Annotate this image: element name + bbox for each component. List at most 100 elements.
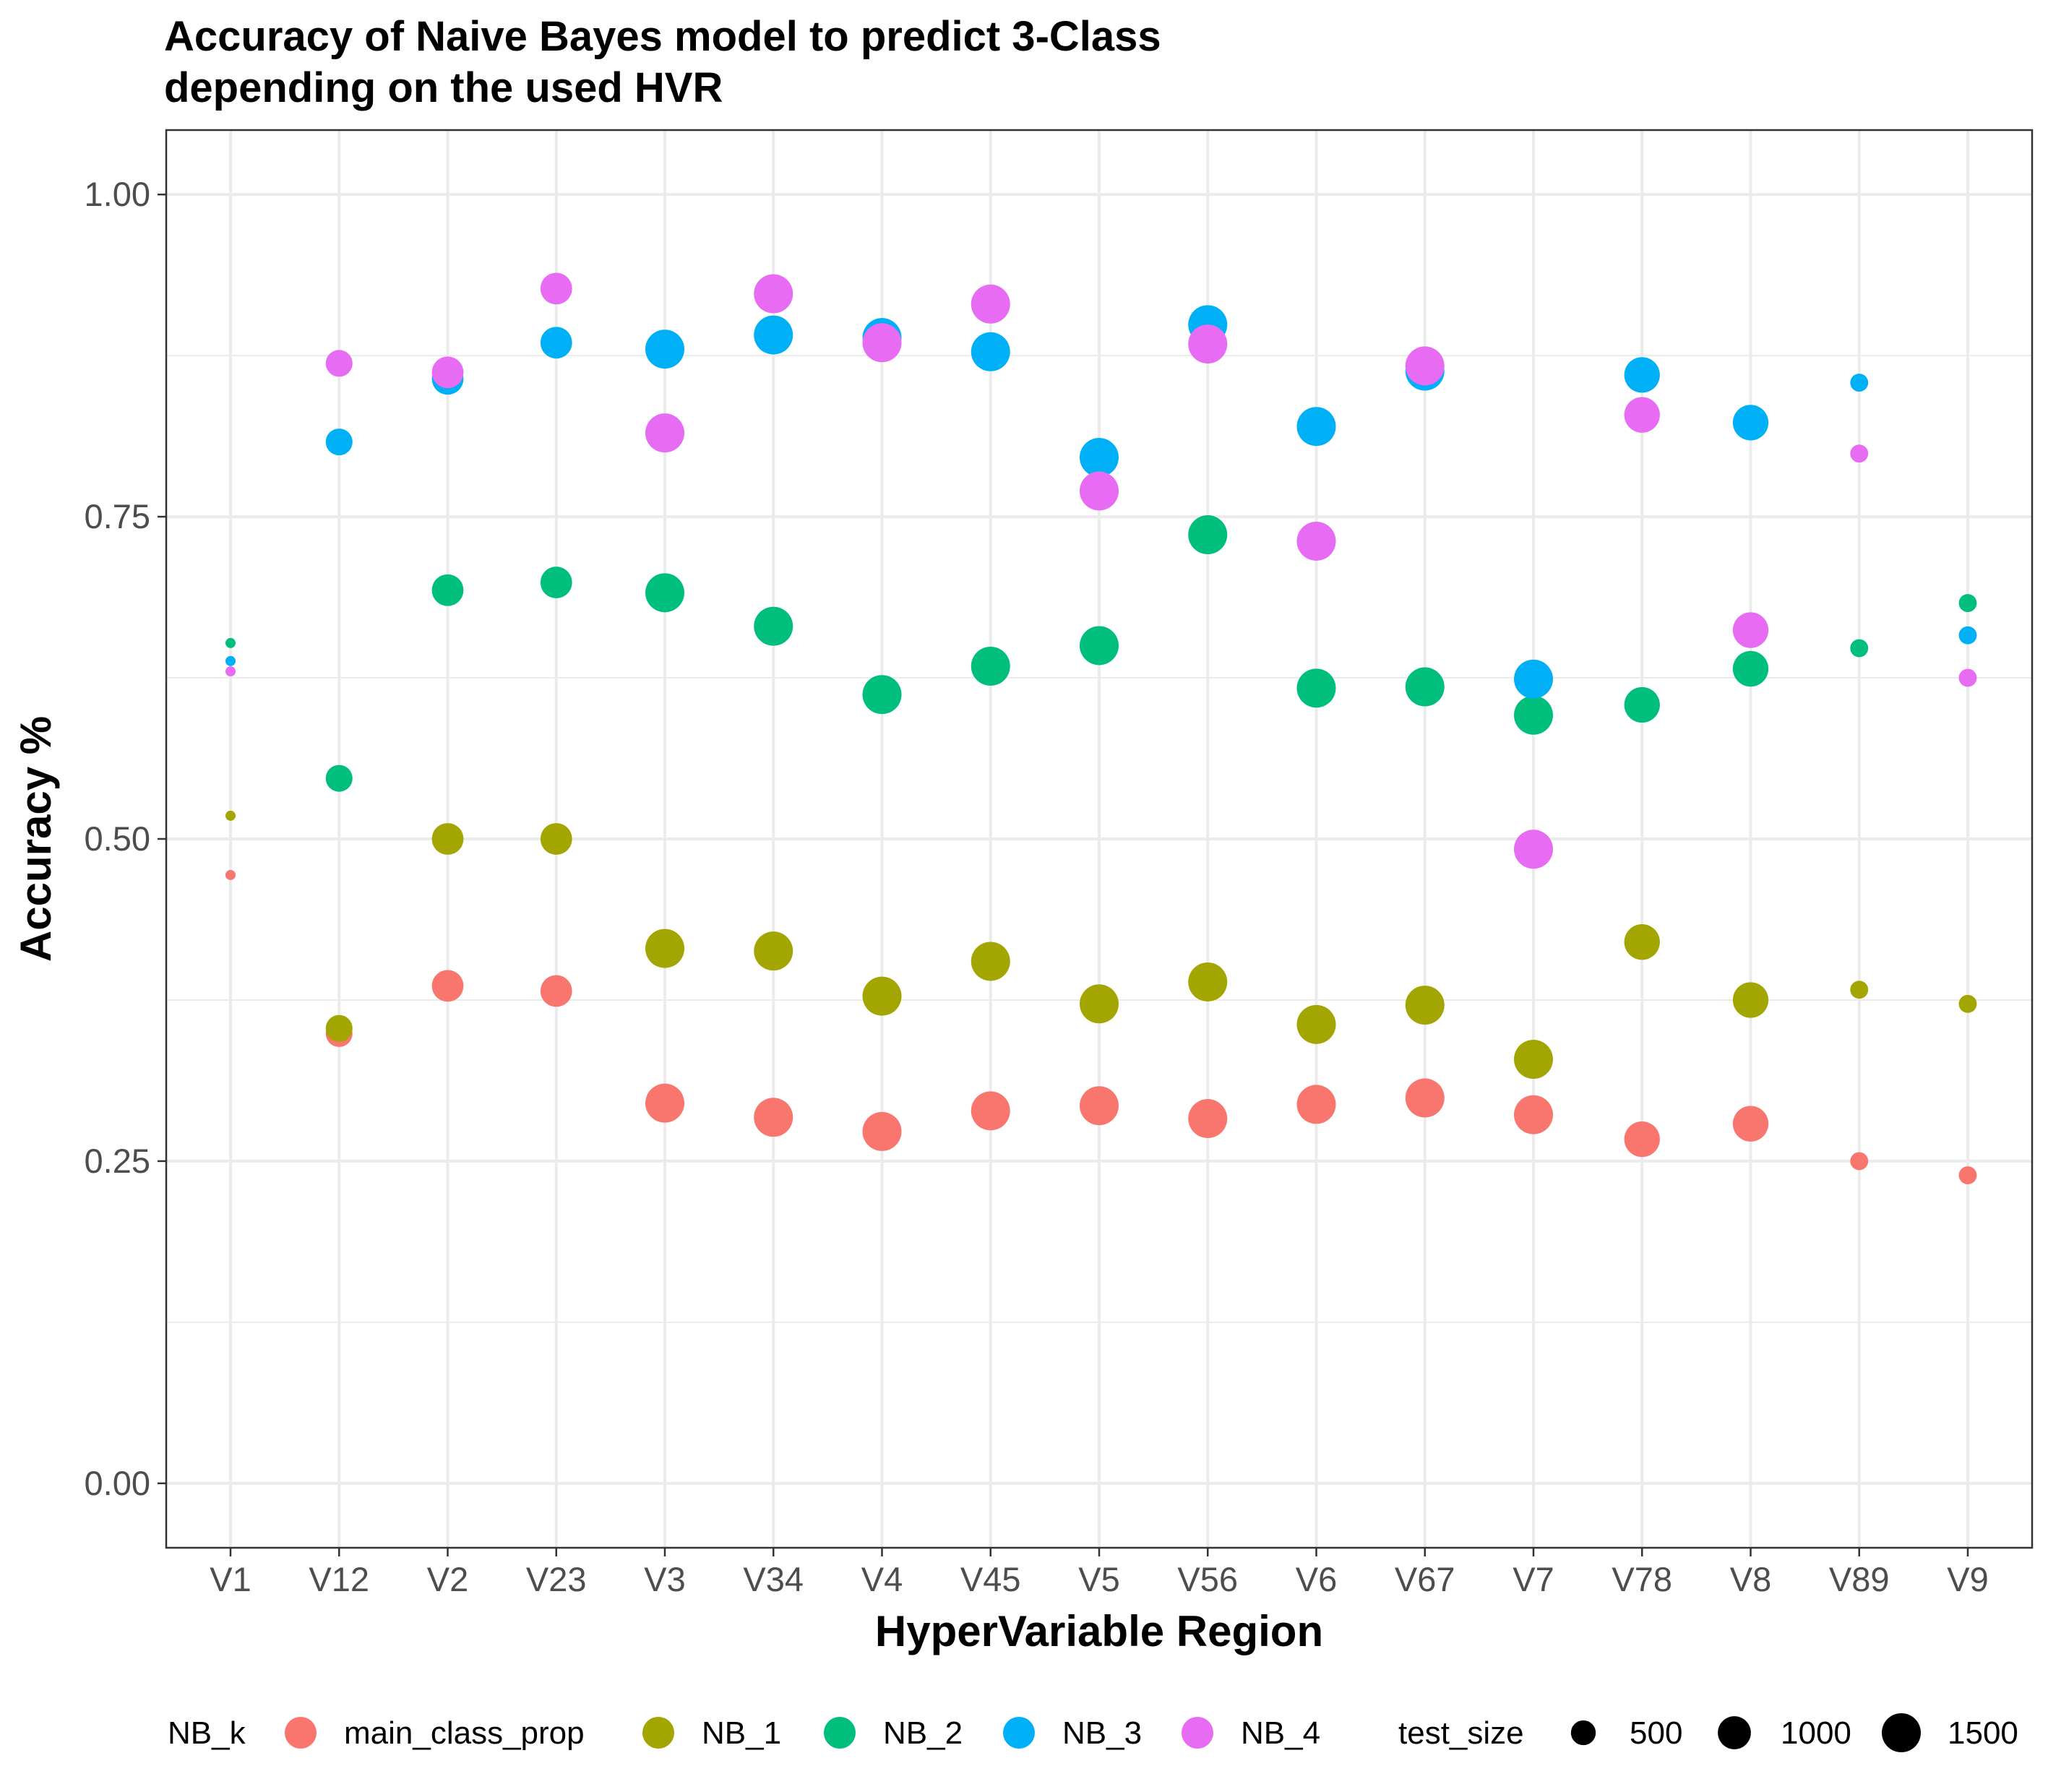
x-tick-label: V8 — [1730, 1560, 1772, 1598]
point-main-class-prop-v89 — [1850, 1152, 1869, 1171]
point-main-class-prop-v78 — [1624, 1121, 1660, 1158]
point-nb-4-v5 — [1080, 471, 1119, 511]
size-key-1500 — [1882, 1713, 1921, 1752]
point-nb-3-v34 — [754, 315, 793, 355]
point-nb-1-v6 — [1296, 1004, 1336, 1044]
point-nb-3-v6 — [1296, 407, 1336, 447]
x-tick-label: V89 — [1829, 1560, 1890, 1598]
point-nb-1-v78 — [1624, 924, 1660, 960]
point-nb-1-v45 — [971, 942, 1010, 981]
point-nb-3-v23 — [540, 327, 572, 359]
point-nb-2-v7 — [1514, 695, 1553, 735]
size-legend-label: 500 — [1630, 1715, 1682, 1751]
point-nb-1-v89 — [1850, 981, 1869, 999]
point-nb-2-v45 — [971, 646, 1010, 686]
size-legend-label: 1000 — [1781, 1715, 1851, 1751]
point-nb-3-v45 — [971, 332, 1010, 371]
legend-key-nb-1 — [642, 1717, 674, 1749]
point-nb-4-v3 — [645, 413, 684, 453]
point-main-class-prop-v1 — [225, 869, 236, 880]
point-nb-4-v1 — [225, 666, 236, 677]
point-nb-2-v2 — [431, 574, 464, 606]
point-nb-2-v12 — [325, 764, 353, 792]
point-nb-4-v45 — [971, 284, 1010, 324]
point-nb-4-v6 — [1296, 521, 1336, 561]
x-tick-label: V12 — [309, 1560, 369, 1598]
legend-label: NB_4 — [1241, 1715, 1320, 1751]
point-main-class-prop-v45 — [971, 1091, 1010, 1131]
x-axis-title: HyperVariable Region — [875, 1607, 1323, 1655]
legend-label: NB_1 — [702, 1715, 781, 1751]
y-axis-title: Accuracy % — [12, 716, 60, 962]
point-nb-2-v34 — [754, 606, 793, 646]
y-tick-label: 0.50 — [85, 819, 150, 858]
point-nb-2-v89 — [1850, 639, 1869, 658]
x-tick-label: V1 — [210, 1560, 251, 1598]
x-axis-ticks: V1 V12 V2 V23 V3 V34 V4 V45 V5 V56 V6 V67 V7 V78 V8 V89… — [210, 1548, 1989, 1598]
point-nb-4-v7 — [1514, 830, 1553, 869]
point-nb-2-v56 — [1188, 515, 1228, 555]
point-nb-1-v7 — [1514, 1040, 1553, 1080]
point-nb-2-v4 — [862, 675, 902, 715]
x-tick-label: V34 — [743, 1560, 804, 1598]
point-nb-1-v56 — [1188, 962, 1228, 1001]
data-points — [225, 272, 1977, 1184]
point-nb-4-v2 — [431, 356, 464, 389]
point-nb-2-v78 — [1624, 686, 1660, 723]
size-legend-label: 1500 — [1948, 1715, 2018, 1751]
point-main-class-prop-v34 — [754, 1098, 793, 1137]
point-nb-2-v6 — [1296, 668, 1336, 708]
point-nb-3-v89 — [1850, 374, 1869, 392]
point-nb-3-v12 — [325, 428, 353, 456]
point-nb-1-v1 — [225, 810, 236, 821]
point-nb-1-v5 — [1080, 984, 1119, 1024]
x-tick-label: V56 — [1177, 1560, 1238, 1598]
point-nb-1-v23 — [540, 823, 572, 855]
point-main-class-prop-v23 — [540, 975, 572, 1007]
legend-key-nb-2 — [824, 1717, 856, 1749]
point-nb-1-v8 — [1732, 982, 1769, 1018]
size-key-500 — [1570, 1720, 1596, 1746]
point-main-class-prop-v6 — [1296, 1085, 1336, 1124]
point-nb-1-v34 — [754, 931, 793, 971]
point-nb-1-v9 — [1958, 994, 1977, 1013]
point-nb-1-v67 — [1405, 986, 1445, 1025]
legend-label: main_class_prop — [344, 1715, 585, 1751]
point-main-class-prop-v2 — [431, 970, 464, 1002]
chart-title-line-2: depending on the used HVR — [164, 64, 723, 111]
size-legend-title: test_size — [1398, 1715, 1524, 1751]
point-nb-4-v34 — [754, 274, 793, 314]
legend-key-nb-3 — [1003, 1717, 1035, 1749]
size-key-1000 — [1718, 1716, 1751, 1749]
point-nb-1-v4 — [862, 976, 902, 1016]
x-tick-label: V5 — [1078, 1560, 1120, 1598]
color-legend: main_class_prop NB_1 NB_2 NB_3 NB_4 — [285, 1715, 1320, 1751]
chart-title-line-1: Accuracy of Naive Bayes model to predict… — [164, 13, 1161, 60]
y-axis-ticks: 0.00 0.25 0.50 0.75 1.00 — [85, 175, 166, 1502]
point-nb-4-v67 — [1405, 346, 1445, 386]
point-nb-2-v23 — [540, 567, 572, 598]
point-nb-3-v7 — [1514, 659, 1553, 699]
point-main-class-prop-v8 — [1732, 1106, 1769, 1142]
point-nb-2-v3 — [645, 573, 684, 613]
point-main-class-prop-v5 — [1080, 1086, 1119, 1126]
x-tick-label: V2 — [427, 1560, 469, 1598]
point-main-class-prop-v9 — [1958, 1166, 1977, 1184]
point-nb-4-v23 — [540, 272, 572, 305]
x-tick-label: V9 — [1947, 1560, 1989, 1598]
point-nb-1-v12 — [325, 1015, 353, 1042]
point-nb-1-v2 — [431, 823, 464, 855]
point-nb-3-v3 — [645, 329, 684, 369]
y-tick-label: 0.00 — [85, 1464, 150, 1502]
point-nb-3-v8 — [1732, 405, 1769, 441]
point-nb-4-v4 — [862, 323, 902, 363]
point-main-class-prop-v3 — [645, 1083, 684, 1123]
x-tick-label: V4 — [861, 1560, 903, 1598]
legend-label: NB_3 — [1062, 1715, 1142, 1751]
point-nb-4-v89 — [1850, 444, 1869, 463]
size-legend: 500 1000 1500 — [1570, 1713, 2018, 1752]
point-nb-4-v78 — [1624, 397, 1660, 433]
x-tick-label: V3 — [644, 1560, 686, 1598]
x-tick-label: V67 — [1395, 1560, 1455, 1598]
